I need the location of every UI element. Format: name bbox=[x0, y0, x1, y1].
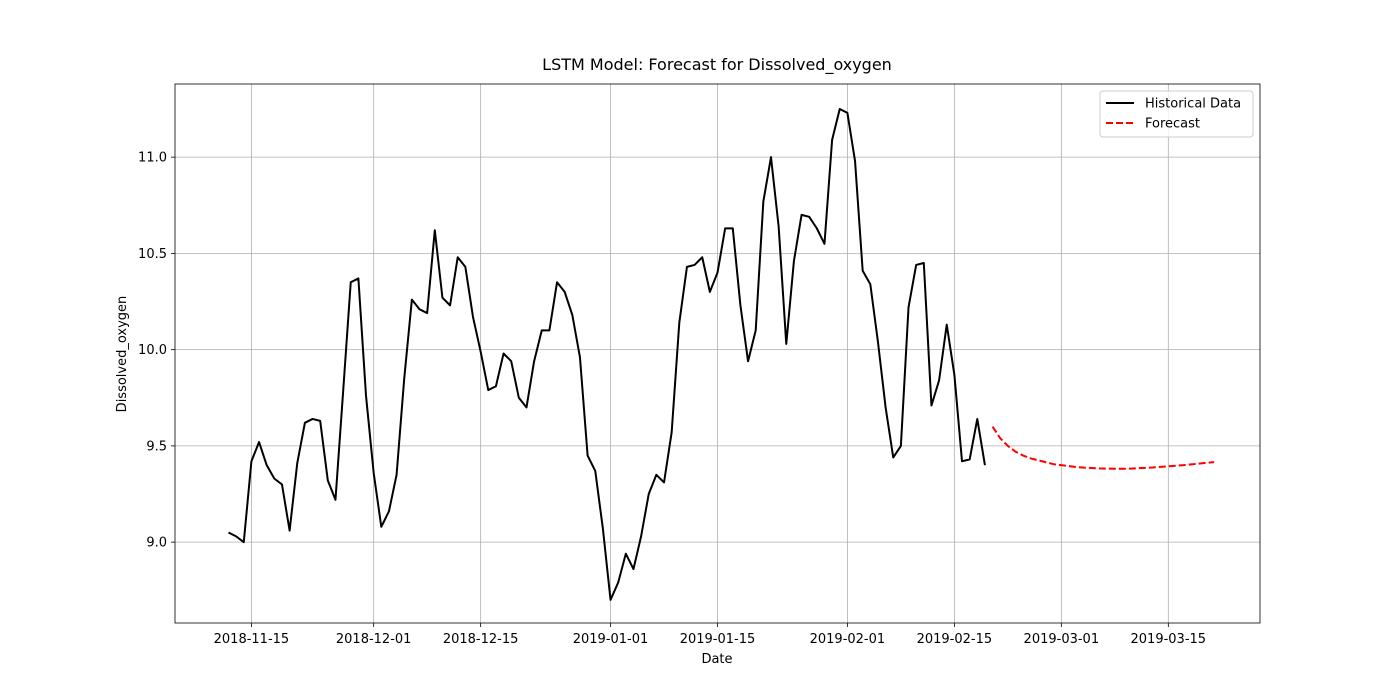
x-tick-label: 2019-03-01 bbox=[1024, 632, 1100, 647]
data-line bbox=[228, 108, 986, 601]
chart-title: LSTM Model: Forecast for Dissolved_oxyge… bbox=[542, 55, 892, 75]
x-tick-label: 2018-11-15 bbox=[214, 632, 290, 647]
legend-label: Forecast bbox=[1145, 117, 1200, 132]
x-tick-label: 2019-02-15 bbox=[917, 632, 993, 647]
plot-frame bbox=[174, 83, 1261, 624]
y-tick-label: 9.5 bbox=[146, 439, 167, 454]
x-tick-label: 2019-01-01 bbox=[573, 632, 649, 647]
legend-box bbox=[1099, 90, 1254, 138]
x-tick-label: 2019-02-01 bbox=[810, 632, 886, 647]
y-axis-label: Dissolved_oxygen bbox=[115, 296, 130, 413]
y-tick-label: 11.0 bbox=[138, 151, 167, 166]
y-tick-label: 10.0 bbox=[138, 343, 167, 358]
x-tick-label: 2019-03-15 bbox=[1131, 632, 1207, 647]
x-tick-label: 2018-12-15 bbox=[443, 632, 519, 647]
x-tick-label: 2018-12-01 bbox=[336, 632, 412, 647]
legend-label: Historical Data bbox=[1145, 97, 1241, 112]
data-line bbox=[991, 426, 1215, 470]
y-tick-label: 10.5 bbox=[138, 247, 167, 262]
y-tick-label: 9.0 bbox=[146, 536, 167, 551]
legend: Historical Data Forecast bbox=[1099, 90, 1254, 138]
x-axis-label: Date bbox=[701, 652, 732, 667]
x-tick-label: 2019-01-15 bbox=[680, 632, 756, 647]
